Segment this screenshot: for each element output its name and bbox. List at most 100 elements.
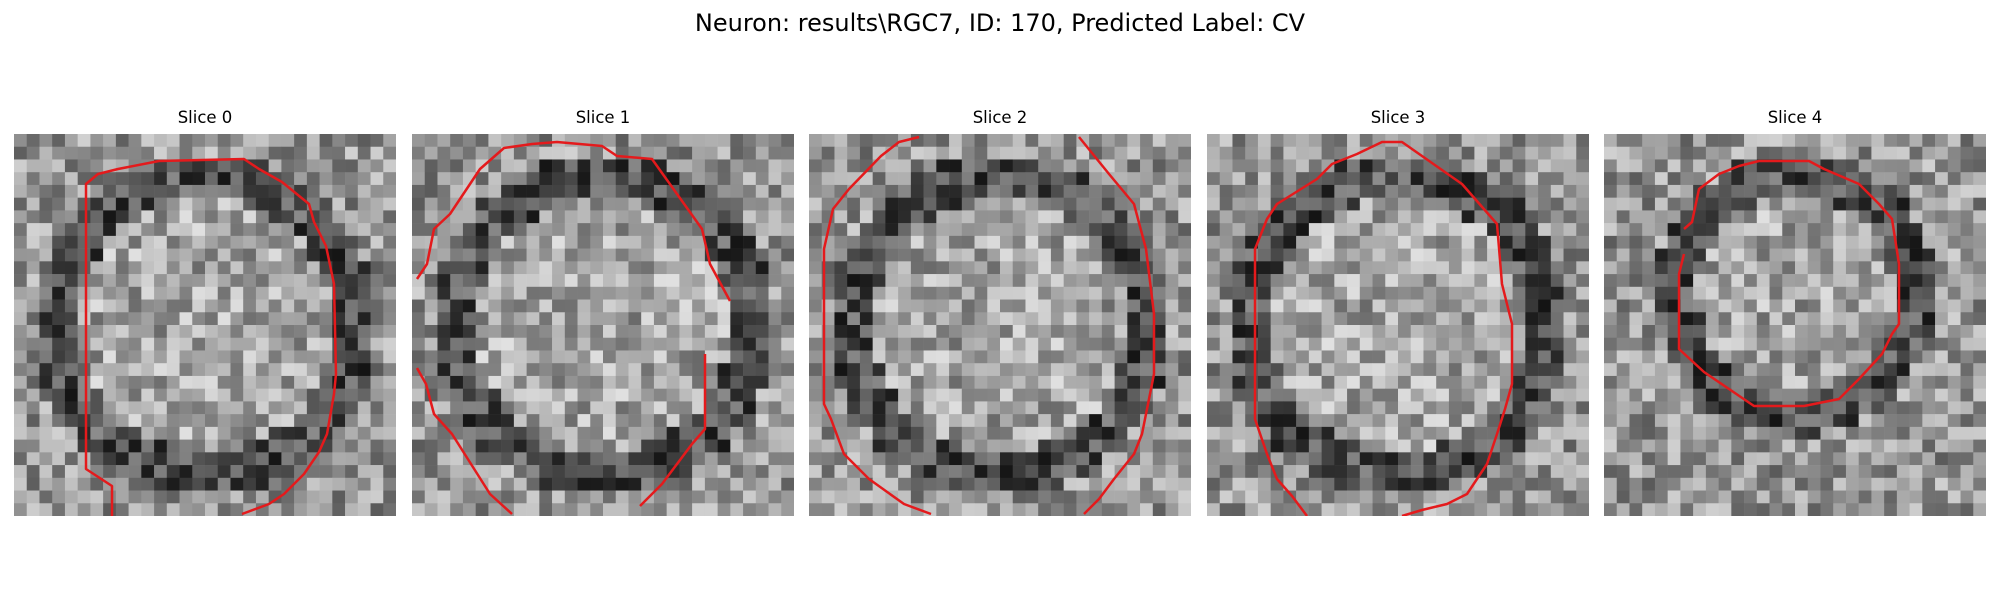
image-pixel xyxy=(924,440,937,453)
image-pixel xyxy=(358,312,371,325)
image-pixel xyxy=(975,338,988,351)
image-pixel xyxy=(39,427,52,440)
image-pixel xyxy=(616,223,629,236)
image-pixel xyxy=(294,325,307,338)
image-pixel xyxy=(1220,236,1233,249)
image-pixel xyxy=(332,465,345,478)
image-pixel xyxy=(14,376,27,389)
image-pixel xyxy=(860,503,873,516)
image-pixel xyxy=(1525,350,1538,363)
image-pixel xyxy=(1513,172,1526,185)
image-pixel xyxy=(1064,287,1077,300)
image-pixel xyxy=(565,376,578,389)
image-pixel xyxy=(1127,185,1140,198)
image-pixel xyxy=(616,236,629,249)
image-pixel xyxy=(1719,287,1732,300)
image-pixel xyxy=(218,414,231,427)
image-pixel xyxy=(65,452,78,465)
image-pixel xyxy=(1513,376,1526,389)
image-pixel xyxy=(1642,134,1655,147)
image-pixel xyxy=(1642,389,1655,402)
image-pixel xyxy=(898,261,911,274)
image-pixel xyxy=(590,363,603,376)
image-pixel xyxy=(294,376,307,389)
image-pixel xyxy=(205,249,218,262)
image-pixel xyxy=(1859,363,1872,376)
image-pixel xyxy=(730,134,743,147)
image-pixel xyxy=(1513,198,1526,211)
image-pixel xyxy=(1538,147,1551,160)
image-pixel xyxy=(1744,198,1757,211)
image-pixel xyxy=(501,478,514,491)
image-pixel xyxy=(1604,312,1617,325)
image-pixel xyxy=(1411,350,1424,363)
image-pixel xyxy=(911,350,924,363)
image-pixel xyxy=(1398,414,1411,427)
image-pixel xyxy=(1693,159,1706,172)
image-pixel xyxy=(1846,236,1859,249)
image-pixel xyxy=(205,401,218,414)
image-pixel xyxy=(27,172,40,185)
image-pixel xyxy=(39,389,52,402)
image-pixel xyxy=(1373,427,1386,440)
image-pixel xyxy=(809,465,822,478)
image-pixel xyxy=(1655,491,1668,504)
image-pixel xyxy=(1153,376,1166,389)
image-pixel xyxy=(450,261,463,274)
image-pixel xyxy=(743,503,756,516)
image-pixel xyxy=(332,363,345,376)
image-pixel xyxy=(320,363,333,376)
image-pixel xyxy=(294,236,307,249)
image-pixel xyxy=(294,274,307,287)
image-pixel xyxy=(192,300,205,313)
image-pixel xyxy=(1576,261,1589,274)
image-pixel xyxy=(1166,261,1179,274)
image-pixel xyxy=(1487,147,1500,160)
image-pixel xyxy=(1871,465,1884,478)
image-pixel xyxy=(383,350,396,363)
image-pixel xyxy=(1013,401,1026,414)
image-pixel xyxy=(616,261,629,274)
image-pixel xyxy=(488,440,501,453)
image-pixel xyxy=(371,401,384,414)
image-pixel xyxy=(1808,350,1821,363)
image-pixel xyxy=(425,134,438,147)
image-pixel xyxy=(52,236,65,249)
image-pixel xyxy=(1245,312,1258,325)
image-pixel xyxy=(1089,401,1102,414)
image-pixel xyxy=(1604,350,1617,363)
image-pixel xyxy=(27,427,40,440)
image-pixel xyxy=(371,350,384,363)
image-pixel xyxy=(578,363,591,376)
image-pixel xyxy=(1782,134,1795,147)
image-pixel xyxy=(27,223,40,236)
image-pixel xyxy=(1744,287,1757,300)
image-pixel xyxy=(1744,312,1757,325)
image-pixel xyxy=(1719,503,1732,516)
image-pixel xyxy=(756,236,769,249)
image-pixel xyxy=(1140,491,1153,504)
image-pixel xyxy=(103,389,116,402)
image-pixel xyxy=(1296,478,1309,491)
image-pixel xyxy=(1487,134,1500,147)
image-pixel xyxy=(1782,452,1795,465)
image-pixel xyxy=(962,147,975,160)
image-pixel xyxy=(1500,198,1513,211)
image-pixel xyxy=(552,503,565,516)
image-pixel xyxy=(230,414,243,427)
image-pixel xyxy=(116,363,129,376)
image-pixel xyxy=(1757,210,1770,223)
image-pixel xyxy=(1551,503,1564,516)
image-pixel xyxy=(450,389,463,402)
image-pixel xyxy=(1436,249,1449,262)
image-pixel xyxy=(1948,491,1961,504)
image-pixel xyxy=(1617,401,1630,414)
image-pixel xyxy=(192,389,205,402)
image-pixel xyxy=(628,401,641,414)
image-pixel xyxy=(358,414,371,427)
image-pixel xyxy=(39,185,52,198)
image-pixel xyxy=(527,198,540,211)
image-pixel xyxy=(885,198,898,211)
image-pixel xyxy=(1948,478,1961,491)
image-pixel xyxy=(1782,478,1795,491)
